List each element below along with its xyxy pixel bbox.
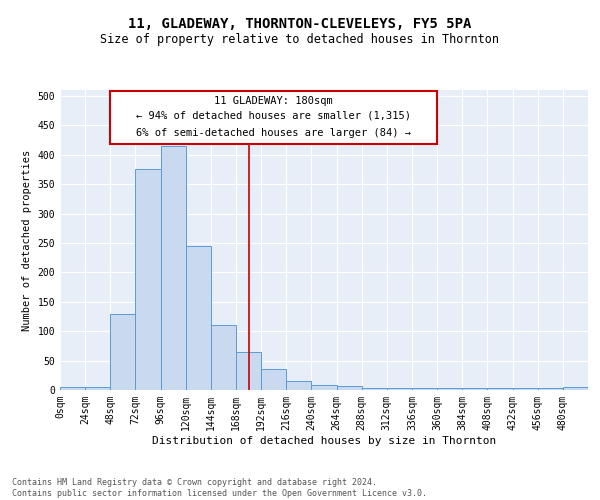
Bar: [186, 246, 211, 390]
Bar: [563, 387, 588, 390]
Bar: [85, 387, 110, 390]
Bar: [211, 326, 236, 390]
Bar: [487, 388, 512, 390]
Bar: [462, 388, 487, 390]
Bar: [437, 388, 462, 390]
Bar: [261, 370, 286, 390]
Bar: [387, 388, 412, 390]
Bar: [110, 91, 437, 144]
Text: ← 94% of detached houses are smaller (1,315): ← 94% of detached houses are smaller (1,…: [136, 110, 411, 120]
Bar: [286, 381, 311, 390]
Bar: [311, 386, 337, 390]
Bar: [60, 387, 85, 390]
Text: 6% of semi-detached houses are larger (84) →: 6% of semi-detached houses are larger (8…: [136, 128, 411, 138]
Bar: [512, 388, 538, 390]
Y-axis label: Number of detached properties: Number of detached properties: [22, 150, 32, 330]
Bar: [538, 388, 563, 390]
Bar: [337, 386, 362, 390]
X-axis label: Distribution of detached houses by size in Thornton: Distribution of detached houses by size …: [152, 436, 496, 446]
Text: Contains HM Land Registry data © Crown copyright and database right 2024.
Contai: Contains HM Land Registry data © Crown c…: [12, 478, 427, 498]
Text: 11, GLADEWAY, THORNTON-CLEVELEYS, FY5 5PA: 11, GLADEWAY, THORNTON-CLEVELEYS, FY5 5P…: [128, 18, 472, 32]
Bar: [412, 388, 437, 390]
Bar: [136, 170, 161, 390]
Bar: [362, 388, 387, 390]
Bar: [110, 314, 136, 390]
Bar: [236, 352, 261, 390]
Text: 11 GLADEWAY: 180sqm: 11 GLADEWAY: 180sqm: [214, 96, 333, 106]
Text: Size of property relative to detached houses in Thornton: Size of property relative to detached ho…: [101, 32, 499, 46]
Bar: [161, 146, 186, 390]
